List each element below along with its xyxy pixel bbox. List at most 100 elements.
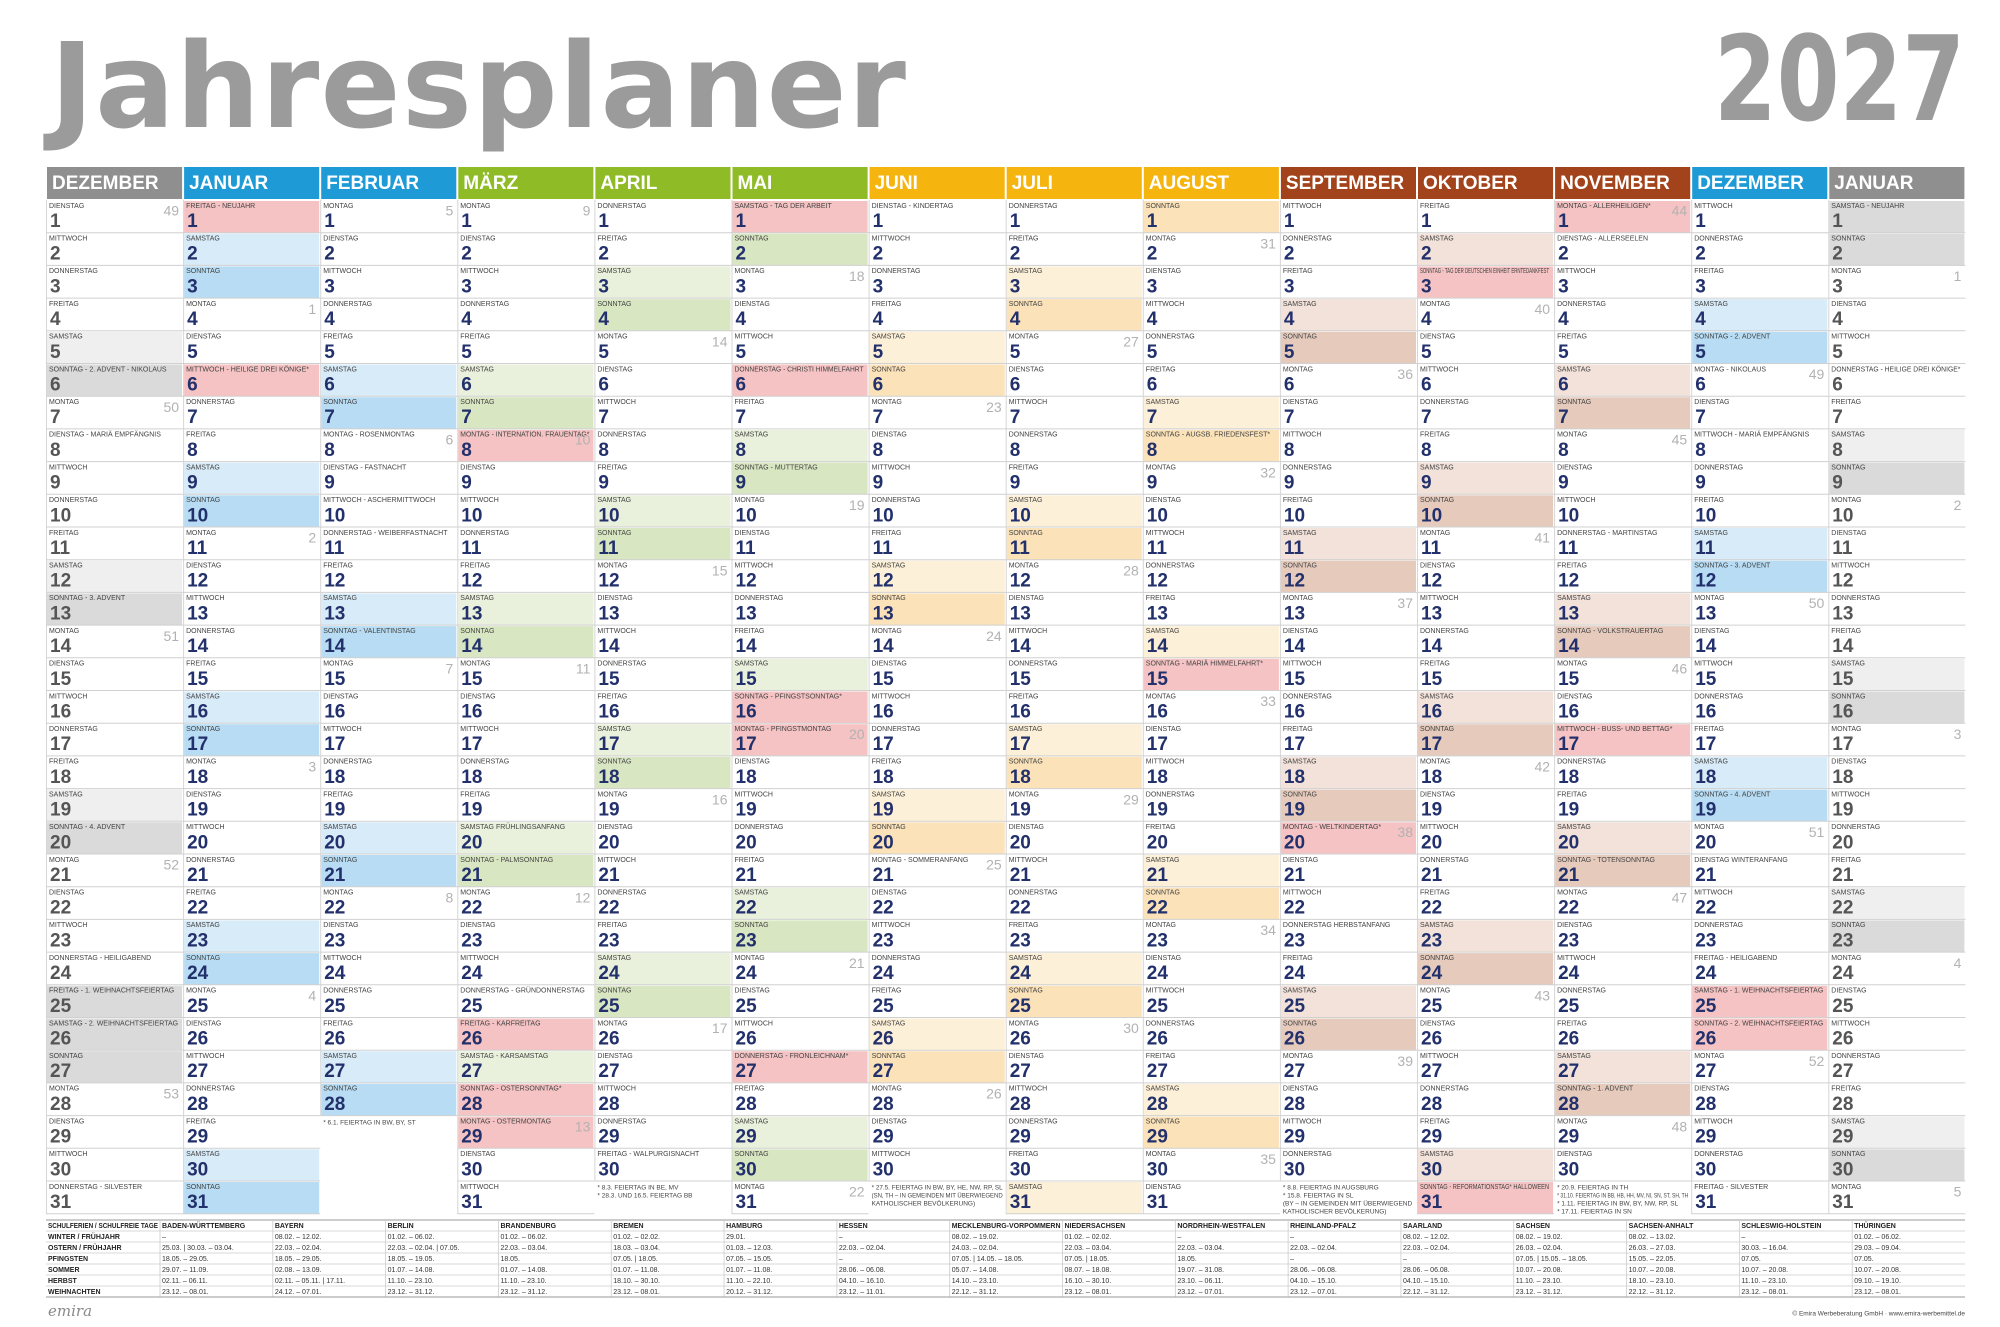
weekday-label: MONTAG [1694,824,1724,831]
weekday-label: MITTWOCH [49,693,88,700]
table-cell: – [162,1234,166,1241]
day-number: 7 [598,407,609,428]
weekday-label: SAMSTAG [186,236,220,243]
day-number: 25 [1284,996,1306,1017]
day-number: 30 [1010,1159,1031,1180]
weekday-label: MONTAG [1146,1151,1176,1158]
day-number: 2 [324,244,335,265]
day-number: 17 [1695,734,1716,755]
day-fill [458,429,594,462]
day-number: 17 [1832,734,1853,755]
day-number: 19 [598,800,619,821]
table-cell: 23.12. – 08.01. [1065,1289,1112,1296]
weekday-label: MITTWOCH [49,236,88,243]
weekday-label: DIENSTAG [872,661,907,668]
day-number: 15 [1695,669,1717,690]
day-fill [1692,756,1828,789]
day-fill [47,1018,183,1051]
day-number: 9 [736,473,747,494]
weekday-label: DONNERSTAG - WEIBERFASTNACHT [323,530,448,537]
weekday-label: MITTWOCH [460,955,499,962]
day-number: 17 [187,734,208,755]
day-fill [1692,789,1828,822]
weekday-label: DONNERSTAG [1557,759,1606,766]
weekday-label: MONTAG [1009,563,1039,570]
day-fill [595,724,731,756]
table-cell: 05.07. – 14.08. [952,1267,999,1274]
day-number: 10 [187,505,208,526]
day-number: 23 [324,930,345,951]
day-fill [732,1149,868,1181]
day-number: 14 [1695,636,1717,657]
weekday-label: SONNTAG [1283,1020,1317,1027]
table-cell: 18.05. [500,1256,520,1263]
table-cell: 19.07. – 31.08. [1177,1267,1224,1274]
day-number: 31 [736,1192,758,1213]
weekday-label: DONNERSTAG [1694,922,1743,929]
day-number: 24 [1558,963,1580,984]
weekday-label: SONNTAG [1283,334,1317,341]
weekday-label: SONNTAG [186,726,220,733]
weekday-label: MITTWOCH [1420,595,1459,602]
weekday-label: SONNTAG [735,1151,769,1158]
weekday-label: DONNERSTAG [1146,791,1195,798]
weekday-label: SAMSTAG [597,726,631,733]
weekday-label: DONNERSTAG [1283,693,1332,700]
day-number: 14 [598,636,620,657]
table-cell: 18.05. – 19.05. [388,1256,435,1263]
day-number: 31 [1147,1192,1169,1213]
weekday-label: DONNERSTAG [597,890,646,897]
table-cell: 08.02. – 13.02. [1629,1234,1676,1241]
weekday-label: DONNERSTAG [1283,464,1332,471]
day-number: 9 [1832,473,1843,494]
weekday-label: MITTWOCH [1694,890,1733,897]
table-cell: 11.10. – 23.10. [500,1278,546,1285]
day-number: 16 [1284,702,1305,723]
week-number: 25 [986,857,1002,873]
week-number: 1 [1954,268,1962,284]
weekday-label: FREITAG [1009,236,1039,243]
weekday-label: DIENSTAG [49,203,84,210]
weekday-label: SONNTAG [1831,1151,1865,1158]
day-number: 8 [1695,440,1706,461]
day-number: 11 [1558,538,1579,559]
weekday-label: DIENSTAG [1420,334,1455,341]
weekday-label: DIENSTAG [597,595,632,602]
day-fill [1555,201,1691,233]
day-number: 24 [1284,963,1306,984]
weekday-label: SONNTAG - REFORMATIONSTAG* HALLOWEEN [1420,1184,1549,1191]
day-number: 6 [461,375,472,396]
day-number: 14 [1421,636,1443,657]
table-cell: 23.12. – 08.01. [613,1289,660,1296]
day-number: 12 [873,571,894,592]
day-number: 25 [324,996,346,1017]
table-header: HESSEN [839,1223,868,1230]
weekday-label: DONNERSTAG [1420,1086,1469,1093]
table-cell: – [1177,1234,1181,1241]
week-number: 15 [712,562,728,578]
day-number: 12 [1010,571,1031,592]
day-number: 26 [598,1029,619,1050]
day-number: 17 [1284,734,1305,755]
day-number: 11 [1147,538,1168,559]
week-number: 40 [1535,301,1551,317]
weekday-label: MONTAG [323,203,353,210]
weekday-label: MITTWOCH [460,1184,499,1191]
weekday-label: SONNTAG - VALENTINSTAG [323,628,416,635]
day-number: 24 [1010,963,1032,984]
table-cell: 08.02. – 19.02. [952,1234,999,1241]
weekday-label: SAMSTAG [323,824,357,831]
day-number: 26 [1147,1029,1168,1050]
weekday-label: FREITAG [597,693,627,700]
day-fill [1280,528,1416,560]
weekday-label: MONTAG [1283,1053,1313,1060]
day-number: 25 [598,996,620,1017]
table-cell: 24.03. – 02.04. [952,1245,999,1252]
day-number: 11 [50,538,71,559]
day-number: 6 [50,375,61,396]
weekday-label: FREITAG [1146,595,1176,602]
table-header: RHEINLAND-PFALZ [1290,1223,1356,1230]
weekday-label: SONNTAG [872,824,906,831]
weekday-label: FREITAG [1420,1118,1450,1125]
